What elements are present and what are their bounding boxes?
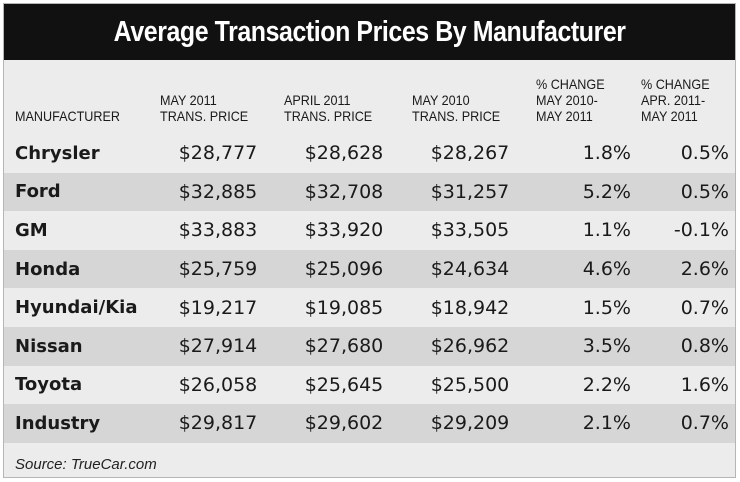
value-cell: 5.2% — [532, 172, 637, 212]
manufacturer-cell: GM — [4, 211, 156, 250]
source-note: Source: TrueCar.com — [15, 456, 157, 473]
column-header-line: TRANS. PRICE — [160, 108, 249, 124]
table-row: Honda $25,759 $25,096 $24,634 4.6% 2.6% — [4, 249, 735, 289]
column-header-4: % CHANGE MAY 2010- MAY 2011 — [532, 62, 637, 134]
manufacturer-cell: Ford — [4, 172, 156, 212]
column-header-3: MAY 2010 TRANS. PRICE — [408, 62, 532, 134]
value-cell: $25,759 — [156, 249, 280, 289]
value-cell: 4.6% — [532, 249, 637, 289]
value-cell: 1.1% — [532, 211, 637, 250]
manufacturer-cell: Honda — [4, 249, 156, 289]
column-header-1: MAY 2011 TRANS. PRICE — [156, 62, 280, 134]
column-header-line: MAY 2011 — [641, 108, 698, 124]
value-cell: $25,645 — [280, 365, 408, 405]
table-row: GM $33,883 $33,920 $33,505 1.1% -0.1% — [4, 211, 735, 250]
value-cell: $27,914 — [156, 326, 280, 366]
value-cell: $29,817 — [156, 404, 280, 443]
table-row: Industry $29,817 $29,602 $29,209 2.1% 0.7% — [4, 404, 735, 443]
value-cell: $32,708 — [280, 172, 408, 212]
value-cell: 0.5% — [637, 172, 735, 212]
value-cell: 1.5% — [532, 288, 637, 327]
column-header-2: APRIL 2011 TRANS. PRICE — [280, 62, 408, 134]
value-cell: $25,096 — [280, 249, 408, 289]
value-cell: 1.6% — [637, 365, 735, 405]
column-header-line: APR. 2011- — [641, 92, 706, 108]
value-cell: 3.5% — [532, 326, 637, 366]
manufacturer-cell: Industry — [4, 404, 156, 443]
value-cell: 2.1% — [532, 404, 637, 443]
column-header-line: APRIL 2011 — [284, 92, 351, 108]
value-cell: $33,883 — [156, 211, 280, 250]
value-cell: $32,885 — [156, 172, 280, 212]
column-header-line: MAY 2010 — [412, 92, 470, 108]
value-cell: $33,920 — [280, 211, 408, 250]
price-table: MANUFACTURER MAY 2011 TRANS. PRICE APRIL 20… — [4, 62, 735, 443]
value-cell: $26,962 — [408, 326, 532, 366]
value-cell: $28,777 — [156, 134, 280, 173]
value-cell: 2.2% — [532, 365, 637, 405]
value-cell: $27,680 — [280, 326, 408, 366]
table-row: Hyundai/Kia $19,217 $19,085 $18,942 1.5% 0.7% — [4, 288, 735, 327]
value-cell: $29,602 — [280, 404, 408, 443]
table-row: Toyota $26,058 $25,645 $25,500 2.2% 1.6% — [4, 365, 735, 405]
table-body: Chrysler $28,777 $28,628 $28,267 1.8% 0.5% For… — [4, 134, 735, 443]
header-row: MANUFACTURER MAY 2011 TRANS. PRICE APRIL 20… — [4, 62, 735, 134]
column-header-line: TRANS. PRICE — [284, 108, 373, 124]
chart-frame: Average Transaction Prices By Manufactur… — [3, 3, 736, 478]
value-cell: 2.6% — [637, 249, 735, 289]
value-cell: 0.5% — [637, 134, 735, 173]
value-cell: $33,505 — [408, 211, 532, 250]
column-header-0: MANUFACTURER — [4, 62, 156, 134]
value-cell: 0.7% — [637, 288, 735, 327]
value-cell: $31,257 — [408, 172, 532, 212]
value-cell: 0.7% — [637, 404, 735, 443]
table-row: Nissan $27,914 $27,680 $26,962 3.5% 0.8% — [4, 326, 735, 366]
value-cell: $24,634 — [408, 249, 532, 289]
manufacturer-cell: Chrysler — [4, 134, 156, 173]
table-row: Ford $32,885 $32,708 $31,257 5.2% 0.5% — [4, 172, 735, 212]
column-header-5: % CHANGE APR. 2011- MAY 2011 — [637, 62, 735, 134]
column-header-line: MAY 2011 — [160, 92, 217, 108]
column-header-line: MANUFACTURER — [15, 108, 121, 124]
column-header-line: % CHANGE — [536, 76, 605, 92]
column-header-line: % CHANGE — [641, 76, 710, 92]
manufacturer-cell: Nissan — [4, 326, 156, 366]
value-cell: $26,058 — [156, 365, 280, 405]
value-cell: $19,085 — [280, 288, 408, 327]
column-header-line: TRANS. PRICE — [412, 108, 501, 124]
value-cell: $25,500 — [408, 365, 532, 405]
value-cell: $18,942 — [408, 288, 532, 327]
value-cell: $29,209 — [408, 404, 532, 443]
value-cell: $19,217 — [156, 288, 280, 327]
value-cell: $28,267 — [408, 134, 532, 173]
column-header-line: MAY 2010- — [536, 92, 598, 108]
table-row: Chrysler $28,777 $28,628 $28,267 1.8% 0.5% — [4, 134, 735, 173]
column-header-line: MAY 2011 — [536, 108, 593, 124]
chart-title: Average Transaction Prices By Manufactur… — [113, 15, 626, 48]
manufacturer-cell: Hyundai/Kia — [4, 288, 156, 327]
value-cell: 0.8% — [637, 326, 735, 366]
manufacturer-cell: Toyota — [4, 365, 156, 405]
value-cell: 1.8% — [532, 134, 637, 173]
chart-title-bar: Average Transaction Prices By Manufactur… — [4, 4, 735, 60]
value-cell: $28,628 — [280, 134, 408, 173]
value-cell: -0.1% — [637, 211, 735, 250]
